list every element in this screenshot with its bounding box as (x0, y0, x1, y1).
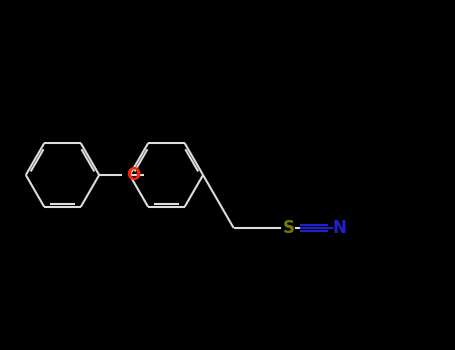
Text: O: O (126, 166, 140, 184)
Text: S: S (283, 219, 294, 237)
Text: N: N (333, 219, 346, 237)
